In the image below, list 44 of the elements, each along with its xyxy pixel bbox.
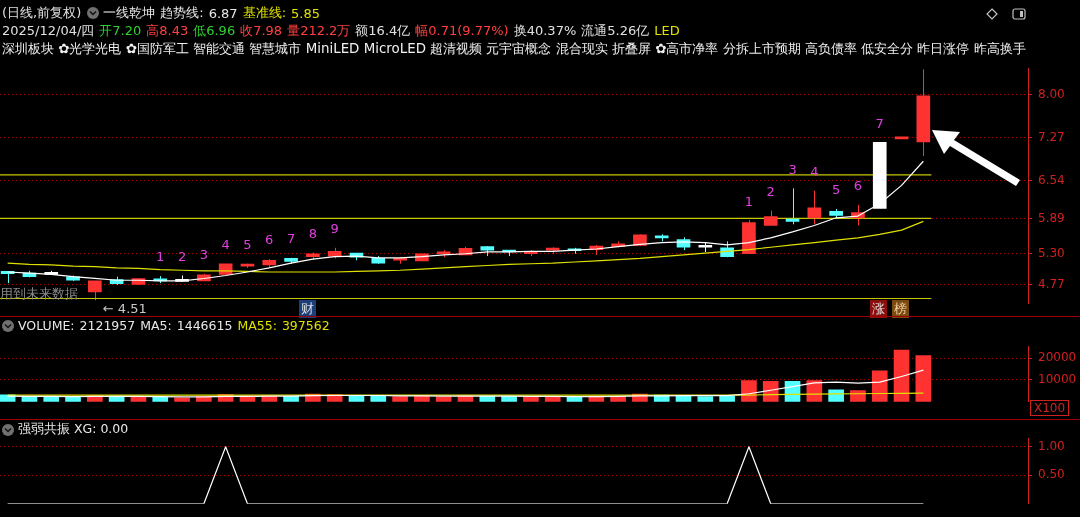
bar xyxy=(915,355,932,402)
chart-title: VOLUME: 2121957 MA5: 1446615 MA55: 397562 xyxy=(18,318,330,333)
text: 2 xyxy=(177,248,187,264)
text: 7 xyxy=(286,231,296,247)
text: 9 xyxy=(330,221,339,237)
y-tick-label: 0.50 xyxy=(1038,467,1065,482)
text: X100 xyxy=(1030,400,1070,416)
bar xyxy=(697,396,714,402)
text: 1 xyxy=(156,249,165,265)
y-tick-label: 10000 xyxy=(1038,372,1077,387)
bar xyxy=(871,370,888,402)
chart-subtitle: 一线乾坤 趋势线: 6.87 基准线: 5.85 xyxy=(103,4,320,22)
text: 2025/12/04/四 开7.20 高8.43 低6.96 收7.98 量212.2万 额16.4亿 幅0.71(9.77%) 换40.37% 流通5.26亿 LED xyxy=(2,23,680,38)
text: 8 xyxy=(308,225,318,241)
y-tick-label: 5.30 xyxy=(1038,245,1065,260)
text: 1 xyxy=(744,193,754,209)
text: 6 xyxy=(265,232,274,248)
chart-title: (日线,前复权) xyxy=(2,4,82,22)
text: 3 xyxy=(199,247,208,263)
y-tick-label: 4.77 xyxy=(1038,277,1065,292)
annotation: 榜 xyxy=(892,300,909,318)
annotation: ← 4.51 xyxy=(102,300,147,316)
text: 5 xyxy=(243,237,252,253)
candlestick xyxy=(807,190,822,225)
text: 4 xyxy=(221,237,230,253)
text: 7 xyxy=(875,115,884,131)
annotation: 用到未来数据 xyxy=(0,285,78,303)
y-tick-label: 5.89 xyxy=(1038,211,1065,226)
y-tick-label: 7.27 xyxy=(1038,129,1065,144)
text: 3 xyxy=(788,161,797,177)
candlestick xyxy=(785,187,800,225)
y-tick-label: 6.54 xyxy=(1038,172,1065,187)
text: 深圳板块 ✿光学光电 ✿国防军工 智能交通 智慧城市 MiniLED MicroLED 超清视频 元宇宙概念 混合现实 折叠屏 ✿高市净率 分拆上市预期 高负债率 低安全分 昨日涨停 昨高换手 xyxy=(2,40,1026,58)
text: 5 xyxy=(832,182,841,198)
y-tick-label: 8.00 xyxy=(1038,86,1065,101)
chart-title: 强弱共振 XG: 0.00 xyxy=(18,421,129,438)
annotation: 财 xyxy=(299,300,316,318)
y-tick-label: 20000 xyxy=(1038,350,1077,365)
y-tick-label: 1.00 xyxy=(1038,438,1065,453)
text: 2 xyxy=(766,184,775,200)
bar xyxy=(893,349,910,402)
annotation: 涨 xyxy=(870,300,887,318)
text: 6 xyxy=(853,178,863,194)
candlestick xyxy=(88,280,102,301)
